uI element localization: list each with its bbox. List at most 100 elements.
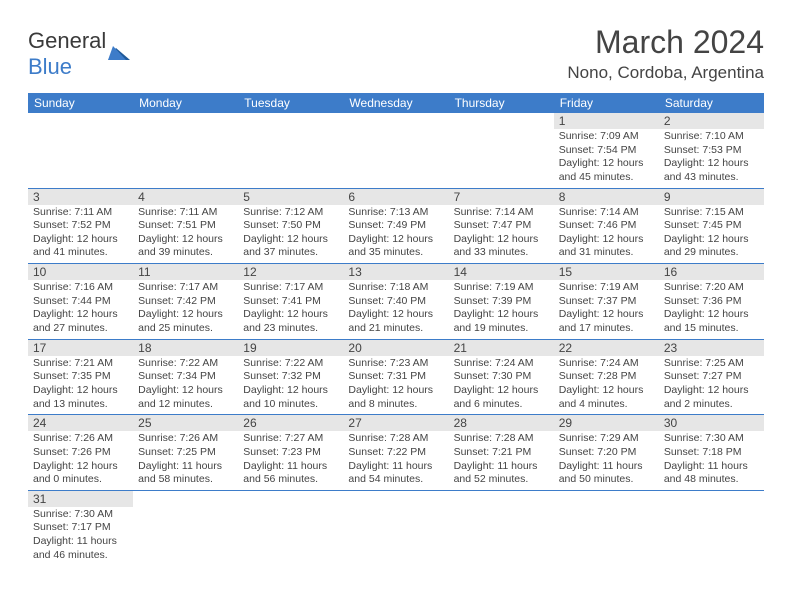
day-detail-line: and 12 minutes. <box>138 398 233 412</box>
calendar-cell: 17Sunrise: 7:21 AMSunset: 7:35 PMDayligh… <box>28 339 133 415</box>
day-detail-line: Daylight: 12 hours <box>559 233 654 247</box>
day-detail-line: Daylight: 11 hours <box>33 535 128 549</box>
day-detail-line: Sunrise: 7:23 AM <box>348 357 443 371</box>
day-detail-line: Daylight: 12 hours <box>33 460 128 474</box>
calendar-cell <box>343 113 448 188</box>
day-detail-line: and 45 minutes. <box>559 171 654 185</box>
calendar-cell: 3Sunrise: 7:11 AMSunset: 7:52 PMDaylight… <box>28 188 133 264</box>
day-detail-line: Daylight: 12 hours <box>138 308 233 322</box>
day-detail-line: Sunset: 7:49 PM <box>348 219 443 233</box>
calendar-header-row: Sunday Monday Tuesday Wednesday Thursday… <box>28 93 764 113</box>
day-detail-line: Sunset: 7:28 PM <box>559 370 654 384</box>
flag-icon <box>108 42 134 67</box>
day-number: 31 <box>28 491 133 507</box>
day-detail-line: and 4 minutes. <box>559 398 654 412</box>
title-group: March 2024 Nono, Cordoba, Argentina <box>567 24 764 87</box>
weekday-header: Wednesday <box>343 93 448 113</box>
day-detail-line: Sunrise: 7:12 AM <box>243 206 338 220</box>
calendar-cell <box>238 113 343 188</box>
day-number: 28 <box>449 415 554 431</box>
day-detail-line: Daylight: 12 hours <box>138 233 233 247</box>
day-detail-line: and 37 minutes. <box>243 246 338 260</box>
day-detail-line: and 58 minutes. <box>138 473 233 487</box>
day-number: 21 <box>449 340 554 356</box>
calendar-cell: 7Sunrise: 7:14 AMSunset: 7:47 PMDaylight… <box>449 188 554 264</box>
day-detail-line: Sunrise: 7:09 AM <box>559 130 654 144</box>
day-number: 30 <box>659 415 764 431</box>
calendar-cell: 23Sunrise: 7:25 AMSunset: 7:27 PMDayligh… <box>659 339 764 415</box>
day-detail-line: and 41 minutes. <box>33 246 128 260</box>
day-details: Sunrise: 7:17 AMSunset: 7:41 PMDaylight:… <box>238 280 343 339</box>
day-number: 5 <box>238 189 343 205</box>
day-detail-line: Sunset: 7:17 PM <box>33 521 128 535</box>
day-detail-line: Sunrise: 7:16 AM <box>33 281 128 295</box>
day-detail-line: Daylight: 12 hours <box>243 308 338 322</box>
day-detail-line: Daylight: 12 hours <box>664 233 759 247</box>
day-number: 9 <box>659 189 764 205</box>
day-detail-line: Daylight: 11 hours <box>138 460 233 474</box>
day-detail-line: Sunset: 7:52 PM <box>33 219 128 233</box>
calendar-cell: 5Sunrise: 7:12 AMSunset: 7:50 PMDaylight… <box>238 188 343 264</box>
day-details: Sunrise: 7:10 AMSunset: 7:53 PMDaylight:… <box>659 129 764 188</box>
day-number: 17 <box>28 340 133 356</box>
day-detail-line: Sunset: 7:47 PM <box>454 219 549 233</box>
day-details: Sunrise: 7:20 AMSunset: 7:36 PMDaylight:… <box>659 280 764 339</box>
calendar-cell: 18Sunrise: 7:22 AMSunset: 7:34 PMDayligh… <box>133 339 238 415</box>
day-details: Sunrise: 7:24 AMSunset: 7:28 PMDaylight:… <box>554 356 659 415</box>
day-number: 8 <box>554 189 659 205</box>
day-detail-line: Daylight: 12 hours <box>243 233 338 247</box>
day-detail-line: and 56 minutes. <box>243 473 338 487</box>
day-details: Sunrise: 7:15 AMSunset: 7:45 PMDaylight:… <box>659 205 764 264</box>
day-detail-line: Daylight: 12 hours <box>664 384 759 398</box>
day-detail-line: Daylight: 12 hours <box>138 384 233 398</box>
day-detail-line: and 21 minutes. <box>348 322 443 336</box>
day-detail-line: Sunrise: 7:19 AM <box>454 281 549 295</box>
day-details: Sunrise: 7:18 AMSunset: 7:40 PMDaylight:… <box>343 280 448 339</box>
day-detail-line: Sunset: 7:23 PM <box>243 446 338 460</box>
day-detail-line: Sunset: 7:40 PM <box>348 295 443 309</box>
calendar-week-row: 17Sunrise: 7:21 AMSunset: 7:35 PMDayligh… <box>28 339 764 415</box>
day-detail-line: Daylight: 11 hours <box>454 460 549 474</box>
day-detail-line: and 31 minutes. <box>559 246 654 260</box>
day-detail-line: Sunrise: 7:26 AM <box>33 432 128 446</box>
day-detail-line: and 6 minutes. <box>454 398 549 412</box>
weekday-header: Tuesday <box>238 93 343 113</box>
calendar-cell: 27Sunrise: 7:28 AMSunset: 7:22 PMDayligh… <box>343 415 448 491</box>
calendar-cell: 8Sunrise: 7:14 AMSunset: 7:46 PMDaylight… <box>554 188 659 264</box>
calendar-cell <box>28 113 133 188</box>
calendar-cell: 15Sunrise: 7:19 AMSunset: 7:37 PMDayligh… <box>554 264 659 340</box>
calendar-cell: 14Sunrise: 7:19 AMSunset: 7:39 PMDayligh… <box>449 264 554 340</box>
day-details: Sunrise: 7:26 AMSunset: 7:25 PMDaylight:… <box>133 431 238 490</box>
calendar-cell: 13Sunrise: 7:18 AMSunset: 7:40 PMDayligh… <box>343 264 448 340</box>
day-detail-line: and 23 minutes. <box>243 322 338 336</box>
day-detail-line: and 0 minutes. <box>33 473 128 487</box>
day-detail-line: Sunset: 7:27 PM <box>664 370 759 384</box>
day-detail-line: Sunrise: 7:20 AM <box>664 281 759 295</box>
day-number: 26 <box>238 415 343 431</box>
day-details: Sunrise: 7:28 AMSunset: 7:22 PMDaylight:… <box>343 431 448 490</box>
day-detail-line: Daylight: 12 hours <box>454 308 549 322</box>
calendar-cell: 28Sunrise: 7:28 AMSunset: 7:21 PMDayligh… <box>449 415 554 491</box>
day-detail-line: Sunset: 7:45 PM <box>664 219 759 233</box>
day-detail-line: and 35 minutes. <box>348 246 443 260</box>
day-detail-line: Daylight: 12 hours <box>664 308 759 322</box>
day-detail-line: and 39 minutes. <box>138 246 233 260</box>
day-number: 24 <box>28 415 133 431</box>
day-details: Sunrise: 7:19 AMSunset: 7:37 PMDaylight:… <box>554 280 659 339</box>
day-detail-line: Sunset: 7:46 PM <box>559 219 654 233</box>
day-detail-line: Sunrise: 7:30 AM <box>664 432 759 446</box>
day-detail-line: Sunrise: 7:24 AM <box>454 357 549 371</box>
day-detail-line: Sunset: 7:51 PM <box>138 219 233 233</box>
day-detail-line: and 17 minutes. <box>559 322 654 336</box>
day-details: Sunrise: 7:25 AMSunset: 7:27 PMDaylight:… <box>659 356 764 415</box>
calendar-cell: 19Sunrise: 7:22 AMSunset: 7:32 PMDayligh… <box>238 339 343 415</box>
day-number: 18 <box>133 340 238 356</box>
day-details: Sunrise: 7:09 AMSunset: 7:54 PMDaylight:… <box>554 129 659 188</box>
day-detail-line: Daylight: 11 hours <box>243 460 338 474</box>
day-details: Sunrise: 7:30 AMSunset: 7:17 PMDaylight:… <box>28 507 133 566</box>
day-details: Sunrise: 7:22 AMSunset: 7:34 PMDaylight:… <box>133 356 238 415</box>
day-detail-line: Sunrise: 7:14 AM <box>559 206 654 220</box>
day-number: 13 <box>343 264 448 280</box>
day-detail-line: Sunset: 7:36 PM <box>664 295 759 309</box>
calendar-cell: 2Sunrise: 7:10 AMSunset: 7:53 PMDaylight… <box>659 113 764 188</box>
